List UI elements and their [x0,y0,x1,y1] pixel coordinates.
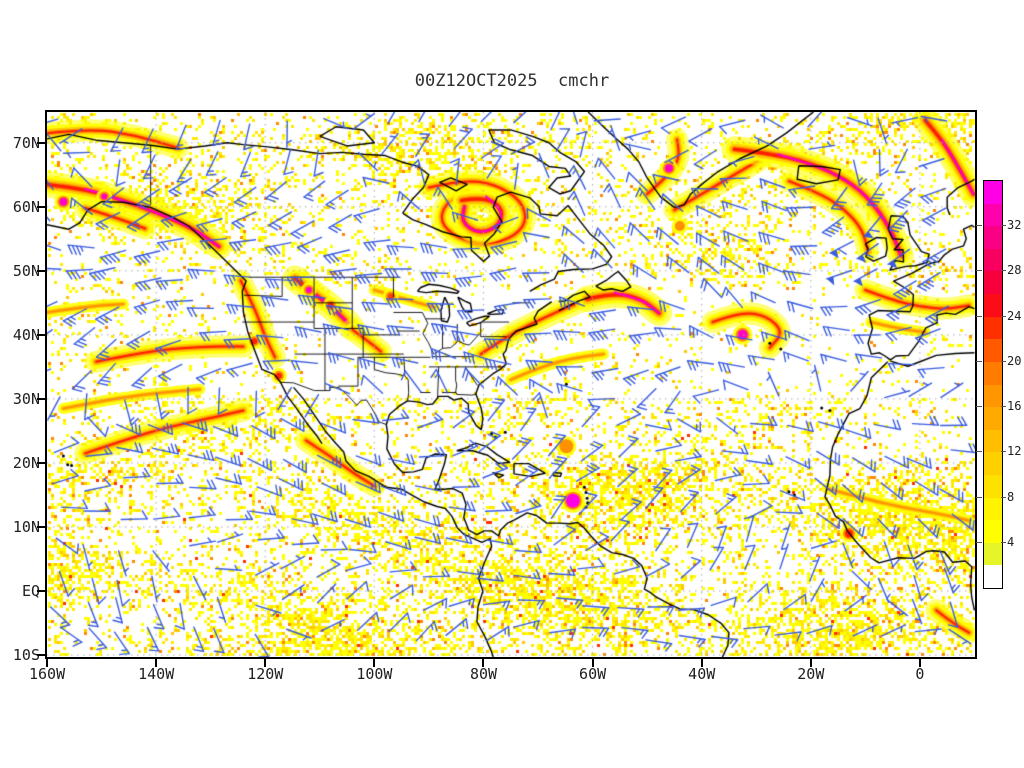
colorbar-tick-label: 4 [1007,534,1015,549]
colorbar-tick-mark [1001,541,1006,543]
colorbar-segment [984,429,1002,453]
lon-tick-mark [700,659,703,667]
lon-tick-label: 120W [247,665,284,683]
colorbar-tick-mark [976,541,982,543]
lon-tick-label: 20W [797,665,825,683]
colorbar-tick-mark [1001,360,1006,362]
colorbar-tick-mark [1001,315,1006,317]
colorbar-segment [984,316,1002,340]
colorbar-segment [984,564,1002,588]
lon-tick-mark [482,659,485,667]
colorbar-tick-label: 20 [1007,353,1022,368]
colorbar-tick-mark [976,225,982,227]
colorbar-segment [984,451,1002,475]
colorbar-tick-label: 32 [1007,218,1022,233]
lat-tick-mark [37,205,46,208]
lon-tick-label: 140W [138,665,175,683]
lat-tick-label: 70N [12,133,40,152]
colorbar-tick-mark [1001,225,1006,227]
colorbar-tick-mark [976,406,982,408]
colorbar-segment [984,361,1002,385]
colorbar-segment [984,384,1002,408]
title-run-line: 00Z12OCT2025 cmchr [414,71,610,91]
lat-tick-mark [37,590,46,593]
lon-tick-label: 40W [688,665,716,683]
lon-tick-mark [155,659,158,667]
colorbar-segment [984,519,1002,543]
lat-tick-mark [37,654,46,657]
lat-tick-mark [37,141,46,144]
colorbar-tick-mark [976,360,982,362]
colorbar-tick-label: 28 [1007,263,1022,278]
lon-tick-label: 100W [356,665,393,683]
lon-tick-mark [591,659,594,667]
lon-tick-mark [264,659,267,667]
colorbar-tick-label: 12 [1007,444,1022,459]
colorbar-segment [984,270,1002,295]
lat-tick-mark [37,525,46,528]
colorbar-segment [984,406,1002,430]
colorbar-segment [984,497,1002,521]
lon-tick-mark [918,659,921,667]
lon-tick-mark [46,659,48,667]
colorbar-segment [984,248,1002,272]
colorbar-tick-mark [1001,496,1006,498]
colorbar-segment [984,293,1002,317]
lat-tick-label: 10S [12,646,40,665]
colorbar-segment [984,338,1002,362]
lon-tick-label: 80W [469,665,498,683]
colorbar-segment [984,474,1002,498]
lat-tick-label: 20N [12,453,40,472]
colorbar-tick-mark [976,496,982,498]
lat-tick-label: 10N [12,517,40,536]
colorbar-segment [984,180,1002,204]
lat-tick-mark [37,461,46,464]
lat-tick-mark [37,333,46,336]
colorbar-tick-label: 16 [1007,399,1022,414]
colorbar-tick-label: 24 [1007,308,1022,323]
colorbar-tick-mark [1001,406,1006,408]
lat-tick-label: EQ [21,582,40,601]
map-canvas [47,112,975,657]
map-frame [45,110,977,659]
lat-tick-label: 60N [12,197,40,216]
lon-tick-label: 60W [579,665,607,683]
lat-tick-label: 40N [12,325,40,344]
lon-tick-label: 0 [915,665,925,683]
vorticity-colorbar [983,180,1003,589]
colorbar-tick-mark [976,315,982,317]
colorbar-segment [984,203,1002,227]
lon-tick-mark [809,659,812,667]
colorbar-tick-mark [976,451,982,453]
colorbar-tick-mark [1001,451,1006,453]
colorbar-tick-mark [976,270,982,272]
lat-tick-label: 50N [12,261,40,280]
lat-tick-mark [37,397,46,400]
lat-tick-label: 30N [12,389,40,408]
colorbar-tick-mark [1001,270,1006,272]
colorbar-segment [984,225,1002,249]
lon-tick-label: 160W [29,665,66,683]
colorbar-segment [984,542,1002,566]
lat-tick-mark [37,269,46,272]
lon-tick-mark [373,659,376,667]
colorbar-tick-label: 8 [1007,489,1015,504]
